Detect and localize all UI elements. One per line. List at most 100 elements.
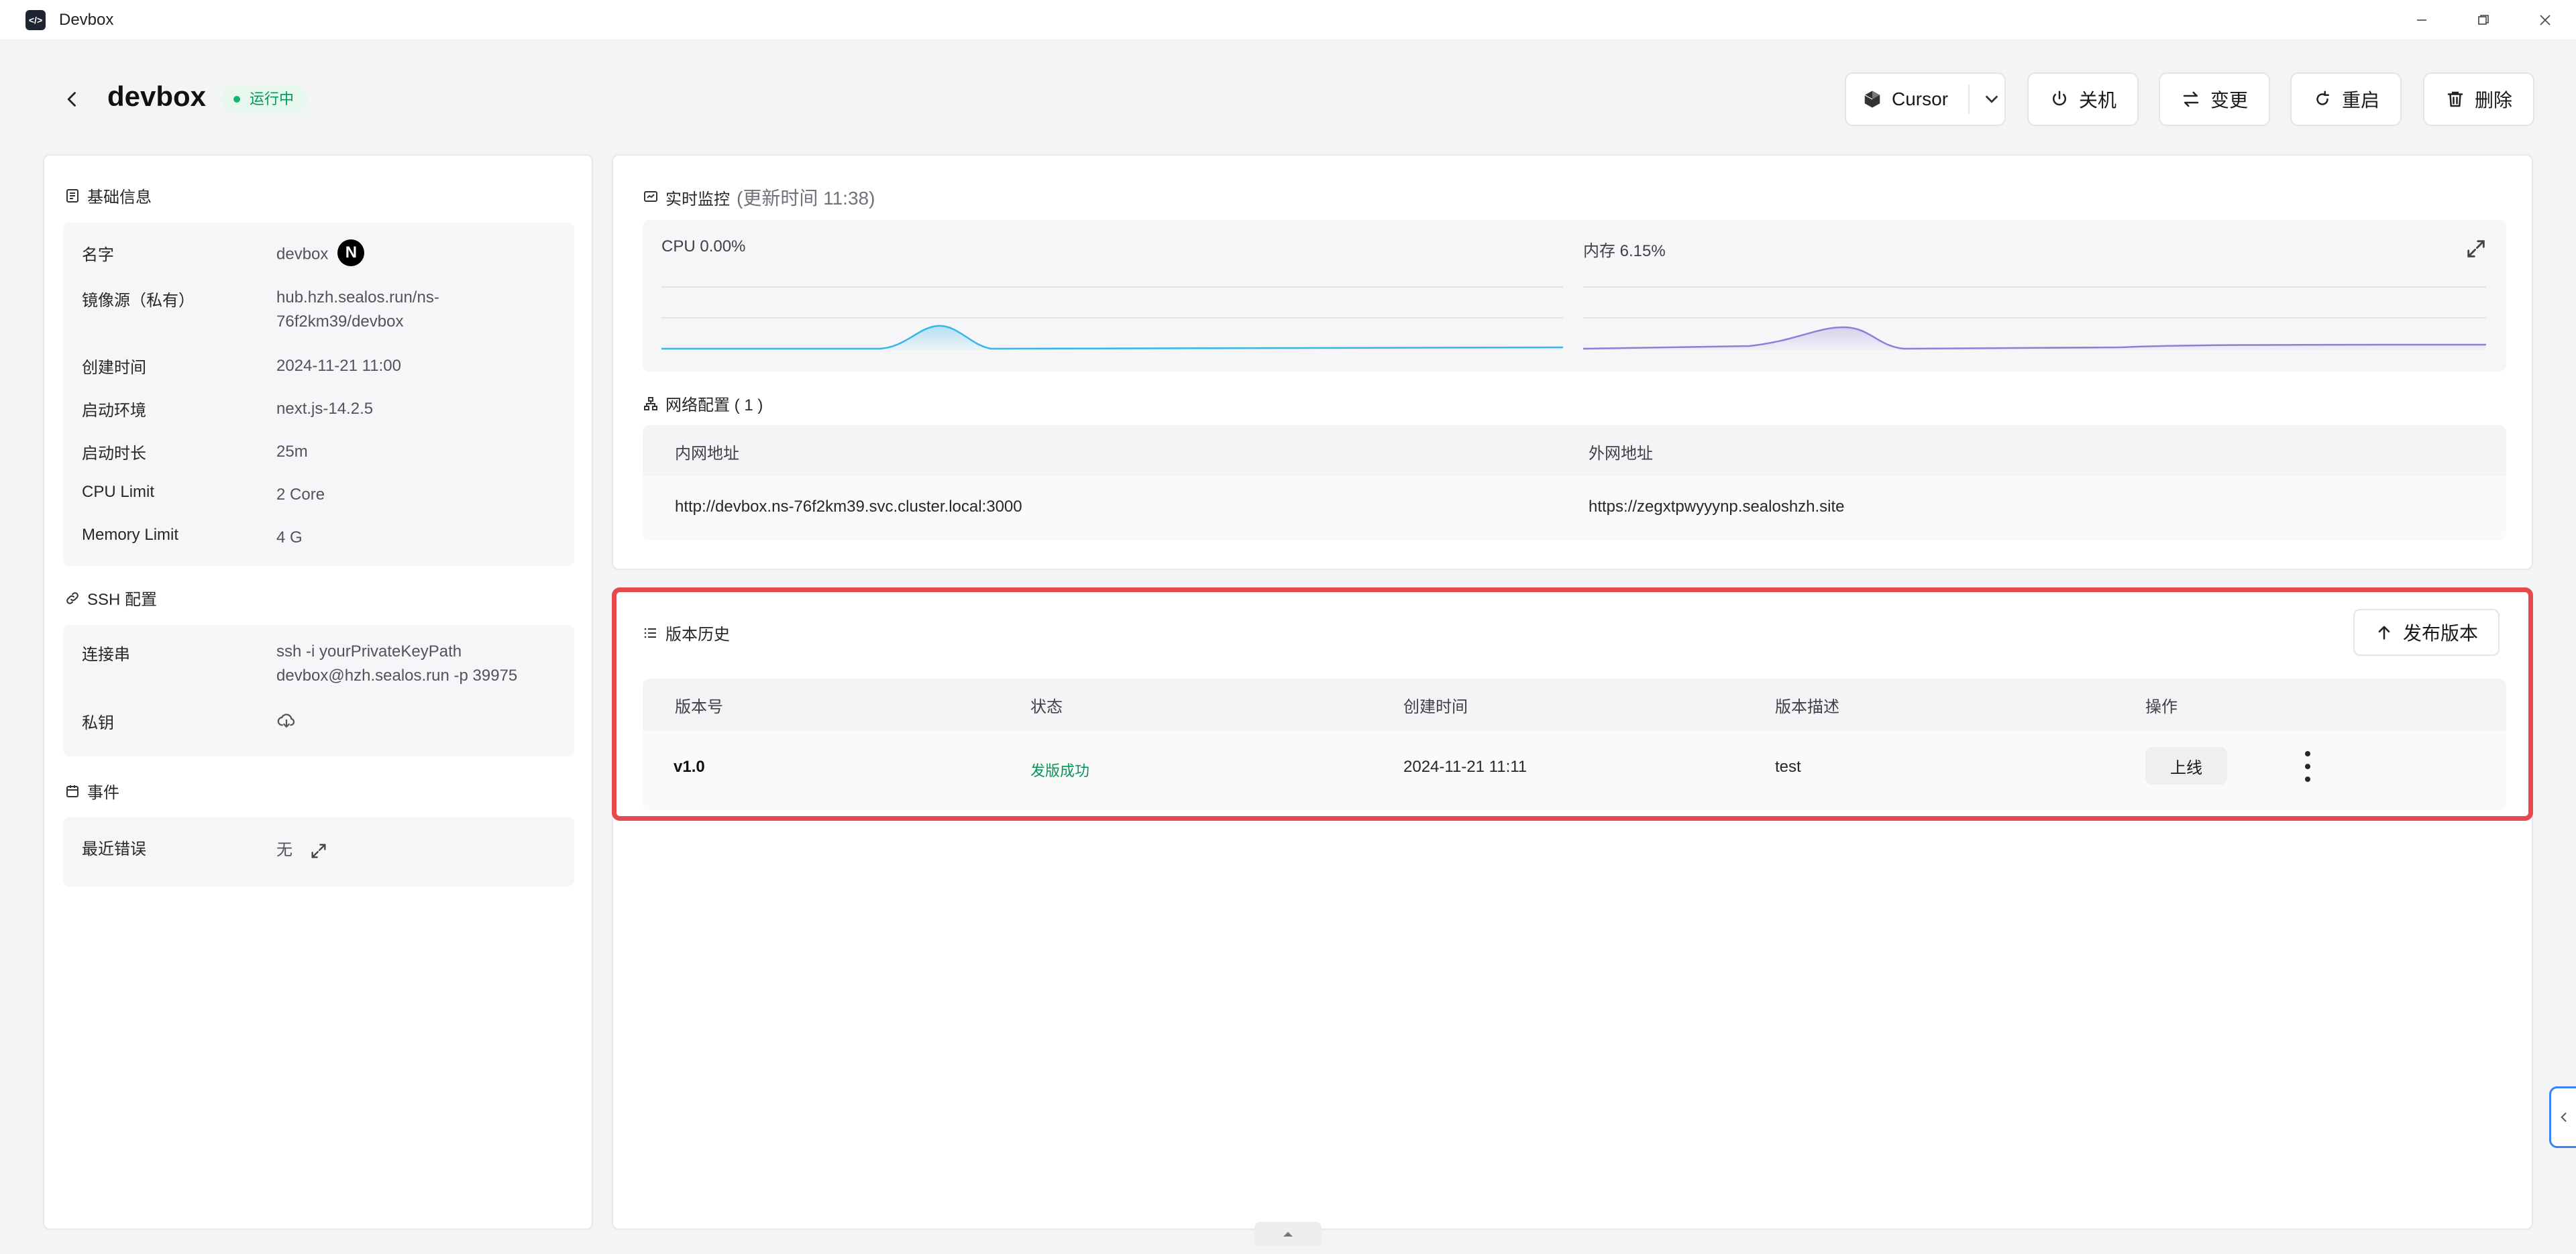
trash-icon	[2447, 91, 2463, 107]
restart-button[interactable]: 重启	[2290, 72, 2402, 126]
close-icon	[2540, 15, 2551, 25]
ide-label: Cursor	[1892, 89, 1949, 109]
info-label: 名字	[82, 246, 114, 264]
info-value: next.js-14.2.5	[276, 400, 374, 418]
info-label: Memory Limit	[82, 526, 179, 544]
info-value: 无	[276, 838, 328, 862]
table-row: http://devbox.ns-76f2km39.svc.cluster.lo…	[643, 476, 2506, 540]
page-header: devbox 运行中 Cursor 关机 变更 重启 删除	[0, 67, 2576, 131]
restore-icon	[2478, 15, 2489, 25]
link-icon	[66, 591, 78, 604]
info-value: devbox N	[276, 239, 365, 268]
events-box: 最近错误 无	[63, 817, 574, 887]
memory-area	[1583, 327, 2486, 350]
info-value: 2 Core	[276, 486, 325, 504]
cpu-area	[661, 325, 1563, 350]
publish-label: 发布版本	[2402, 623, 2478, 644]
internal-address[interactable]: http://devbox.ns-76f2km39.svc.cluster.lo…	[675, 498, 1022, 516]
list-icon	[644, 628, 656, 638]
basic-info-box: 名字 devbox N 镜像源（私有） hub.hzh.sealos.run/ns…	[63, 223, 574, 566]
collapse-sidebar-button[interactable]	[2549, 1086, 2576, 1148]
expand-chart-icon[interactable]	[2465, 237, 2487, 260]
cursor-icon	[1864, 91, 1880, 108]
version-number: v1.0	[674, 758, 705, 776]
ssh-conn-line2: devbox@hzh.sealos.run -p 39975	[276, 667, 518, 685]
change-button[interactable]: 变更	[2159, 72, 2270, 126]
version-description: test	[1775, 758, 1801, 776]
bottom-drawer-handle[interactable]	[1254, 1222, 1322, 1246]
publish-version-button[interactable]: 发布版本	[2353, 609, 2500, 656]
swap-icon	[2183, 91, 2199, 107]
usage-chart-box: CPU 0.00% 内存 6.15%	[643, 220, 2506, 372]
minimize-icon	[2417, 19, 2426, 21]
delete-button[interactable]: 删除	[2423, 72, 2534, 126]
recent-error-value: 无	[276, 841, 292, 859]
column-header: 状态	[1030, 698, 1063, 716]
ssh-conn-value[interactable]: ssh -i yourPrivateKeyPath devbox@hzh.seal…	[276, 640, 517, 688]
column-header: 创建时间	[1403, 698, 1468, 716]
info-value: 25m	[276, 443, 308, 461]
restart-label: 重启	[2341, 90, 2379, 111]
usage-sparklines	[661, 286, 2487, 350]
version-heading: 版本历史	[643, 621, 730, 644]
go-online-button[interactable]: 上线	[2145, 747, 2227, 785]
arrow-up-icon	[2378, 626, 2390, 640]
info-label: 私钥	[82, 714, 114, 732]
version-created-time: 2024-11-21 11:11	[1403, 758, 1527, 776]
info-panel: 基础信息 名字 devbox N 镜像源（私有） hub.hzh.sealos.r…	[43, 154, 593, 1230]
back-button[interactable]	[59, 84, 86, 114]
status-badge: 运行中	[221, 86, 309, 113]
calendar-icon	[66, 785, 78, 797]
change-label: 变更	[2210, 90, 2248, 111]
image-value-line2: 76f2km39/devbox	[276, 312, 404, 331]
column-header: 操作	[2145, 698, 2178, 716]
info-label: 连接串	[82, 646, 130, 664]
network-table-header: 内网地址 外网地址	[643, 425, 2506, 476]
monitor-updated-time: (更新时间 11:38)	[737, 188, 875, 209]
image-value-line1: hub.hzh.sealos.run/ns-	[276, 288, 439, 306]
chevron-left-icon	[67, 92, 76, 107]
ide-dropdown-button[interactable]	[1979, 74, 2004, 125]
shutdown-button[interactable]: 关机	[2027, 72, 2139, 126]
minimize-button[interactable]	[2391, 0, 2453, 40]
network-heading: 网络配置 ( 1 )	[643, 392, 763, 415]
version-table: 版本号 状态 创建时间 版本描述 操作 v1.0 发版成功 2024-11-21…	[643, 679, 2506, 810]
download-key-button[interactable]	[276, 711, 297, 738]
close-window-button[interactable]	[2514, 0, 2576, 40]
restart-icon	[2316, 91, 2329, 105]
power-icon	[2053, 91, 2066, 106]
version-title: 版本历史	[665, 626, 730, 644]
chevron-left-icon	[2560, 1113, 2566, 1122]
cpu-line	[661, 325, 1564, 350]
document-icon	[66, 188, 78, 203]
external-address-link[interactable]: https://zegxtpwyyynp.sealoshzh.site	[1589, 498, 1845, 516]
name-value: devbox	[276, 245, 329, 264]
window-title: Devbox	[59, 10, 114, 29]
basic-info-title: 基础信息	[87, 188, 152, 207]
info-label: 创建时间	[82, 359, 146, 377]
chevron-down-icon	[1986, 95, 1998, 103]
ssh-box: 连接串 ssh -i yourPrivateKeyPath devbox@hzh.…	[63, 625, 574, 756]
info-label: 启动时长	[82, 445, 146, 463]
expand-icon[interactable]	[309, 842, 328, 860]
delete-label: 删除	[2474, 90, 2512, 111]
ssh-conn-line1: ssh -i yourPrivateKeyPath	[276, 642, 462, 661]
network-title: 网络配置 ( 1 )	[665, 396, 763, 414]
version-table-header: 版本号 状态 创建时间 版本描述 操作	[643, 679, 2506, 731]
caret-up-icon	[1283, 1232, 1293, 1237]
page-title: devbox	[107, 80, 207, 112]
monitor-icon	[644, 191, 657, 202]
column-header: 外网地址	[1589, 445, 1653, 463]
open-cursor-button[interactable]: Cursor	[1846, 74, 1959, 125]
restore-button[interactable]	[2453, 0, 2514, 40]
ssh-heading: SSH 配置	[64, 586, 157, 610]
ide-button-group: Cursor	[1845, 72, 2006, 126]
more-options-icon[interactable]	[2300, 751, 2316, 782]
ssh-title: SSH 配置	[87, 591, 158, 609]
info-label: 镜像源（私有）	[82, 292, 195, 310]
network-table: 内网地址 外网地址 http://devbox.ns-76f2km39.svc.…	[643, 425, 2506, 540]
window-controls	[2391, 0, 2576, 40]
title-bar: </> Devbox	[0, 0, 2576, 40]
info-label: 启动环境	[82, 402, 146, 420]
info-value: 4 G	[276, 528, 303, 547]
